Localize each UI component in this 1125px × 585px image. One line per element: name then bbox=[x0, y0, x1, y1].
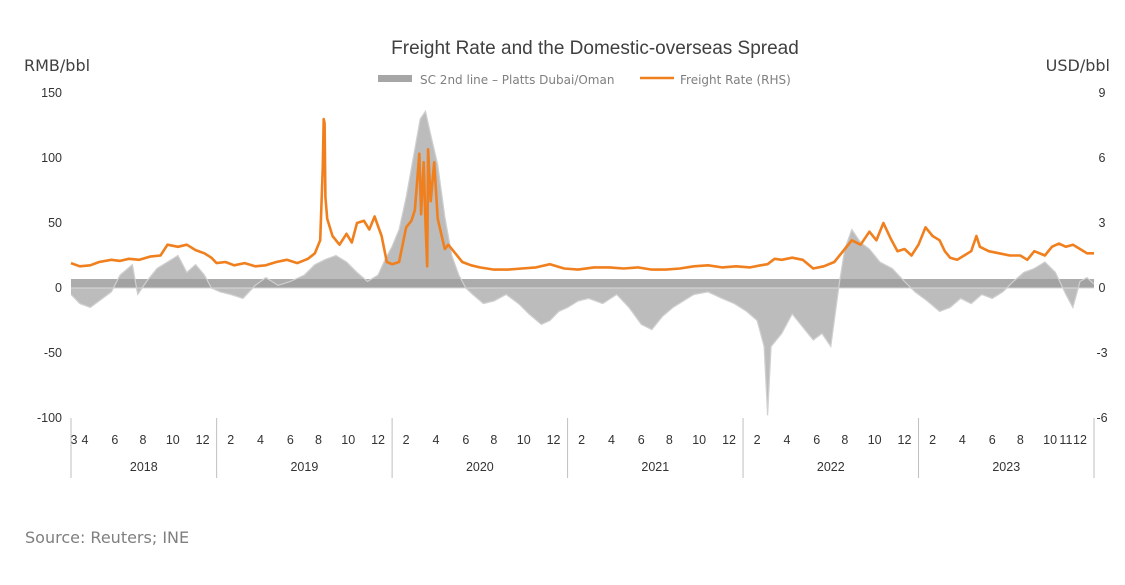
year-label: 2023 bbox=[992, 460, 1020, 474]
month-tick-label: 8 bbox=[666, 433, 673, 447]
month-tick-label: 12 bbox=[1073, 433, 1087, 447]
right-axis-unit: USD/bbl bbox=[1046, 56, 1110, 75]
month-tick-label: 12 bbox=[371, 433, 385, 447]
right-tick-label: 3 bbox=[1099, 216, 1106, 230]
month-tick-label: 10 bbox=[341, 433, 355, 447]
month-tick-label: 4 bbox=[783, 433, 790, 447]
right-tick-label: 0 bbox=[1099, 281, 1106, 295]
month-tick-label: 11 bbox=[1059, 433, 1072, 447]
month-tick-label: 4 bbox=[433, 433, 440, 447]
chart-title: Freight Rate and the Domestic-overseas S… bbox=[391, 38, 799, 59]
month-tick-label: 6 bbox=[462, 433, 469, 447]
month-tick-label: 4 bbox=[257, 433, 264, 447]
legend-swatch-spread bbox=[378, 75, 412, 82]
month-tick-label: 2 bbox=[929, 433, 936, 447]
month-tick-label: 2 bbox=[403, 433, 410, 447]
zero-band bbox=[71, 279, 1094, 288]
month-tick-label: 12 bbox=[898, 433, 912, 447]
left-tick-label: -100 bbox=[37, 411, 62, 425]
month-tick-label: 2 bbox=[754, 433, 761, 447]
right-tick-label: 9 bbox=[1099, 86, 1106, 100]
left-tick-label: 0 bbox=[55, 281, 62, 295]
month-tick-label: 10 bbox=[517, 433, 531, 447]
month-tick-label: 6 bbox=[111, 433, 118, 447]
right-axis-ticks: 9 6 3 0 -3 -6 bbox=[1096, 86, 1107, 425]
month-tick-label: 8 bbox=[1017, 433, 1024, 447]
spread-line bbox=[70, 109, 1095, 416]
month-tick-label: 8 bbox=[139, 433, 146, 447]
month-tick-label: 4 bbox=[82, 433, 89, 447]
x-axis: 3 4 6 8 10 12 2 4 6 8 10 12 2 4 6 8 10 12 2 4 6 8 10 12 2 4 6 8 10 12… bbox=[70, 418, 1095, 478]
source-note: Source: Reuters; INE bbox=[25, 528, 190, 547]
month-tick-label: 2 bbox=[578, 433, 585, 447]
legend-label-spread: SC 2nd line – Platts Dubai/Oman bbox=[420, 73, 614, 87]
month-tick-label: 6 bbox=[638, 433, 645, 447]
month-tick-label: 10 bbox=[166, 433, 180, 447]
month-tick-label: 8 bbox=[841, 433, 848, 447]
year-label: 2022 bbox=[817, 460, 845, 474]
left-tick-label: 150 bbox=[41, 86, 62, 100]
left-tick-label: -50 bbox=[44, 346, 62, 360]
month-tick-label: 12 bbox=[196, 433, 210, 447]
left-axis-unit: RMB/bbl bbox=[24, 56, 90, 75]
year-label: 2020 bbox=[466, 460, 494, 474]
series-layer bbox=[70, 109, 1095, 416]
month-tick-label: 10 bbox=[1043, 433, 1057, 447]
month-tick-label: 12 bbox=[722, 433, 736, 447]
right-tick-label: 6 bbox=[1099, 151, 1106, 165]
left-tick-label: 50 bbox=[48, 216, 62, 230]
year-label: 2021 bbox=[641, 460, 669, 474]
legend-label-freight: Freight Rate (RHS) bbox=[680, 73, 791, 87]
month-tick-label: 12 bbox=[547, 433, 561, 447]
month-tick-label: 8 bbox=[315, 433, 322, 447]
month-tick-label: 8 bbox=[490, 433, 497, 447]
freight-rate-line bbox=[70, 117, 1094, 271]
month-tick-label: 3 bbox=[71, 433, 78, 447]
month-tick-label: 2 bbox=[227, 433, 234, 447]
month-tick-label: 10 bbox=[692, 433, 706, 447]
month-tick-label: 6 bbox=[813, 433, 820, 447]
year-label: 2018 bbox=[130, 460, 158, 474]
month-tick-label: 4 bbox=[959, 433, 966, 447]
month-tick-label: 10 bbox=[868, 433, 882, 447]
year-label: 2019 bbox=[290, 460, 318, 474]
right-tick-label: -3 bbox=[1096, 346, 1107, 360]
left-tick-label: 100 bbox=[41, 151, 62, 165]
month-tick-label: 6 bbox=[287, 433, 294, 447]
right-tick-label: -6 bbox=[1096, 411, 1107, 425]
month-tick-label: 4 bbox=[608, 433, 615, 447]
legend: SC 2nd line – Platts Dubai/Oman Freight … bbox=[378, 73, 791, 87]
month-tick-label: 6 bbox=[989, 433, 996, 447]
left-axis-ticks: 150 100 50 0 -50 -100 bbox=[37, 86, 62, 425]
